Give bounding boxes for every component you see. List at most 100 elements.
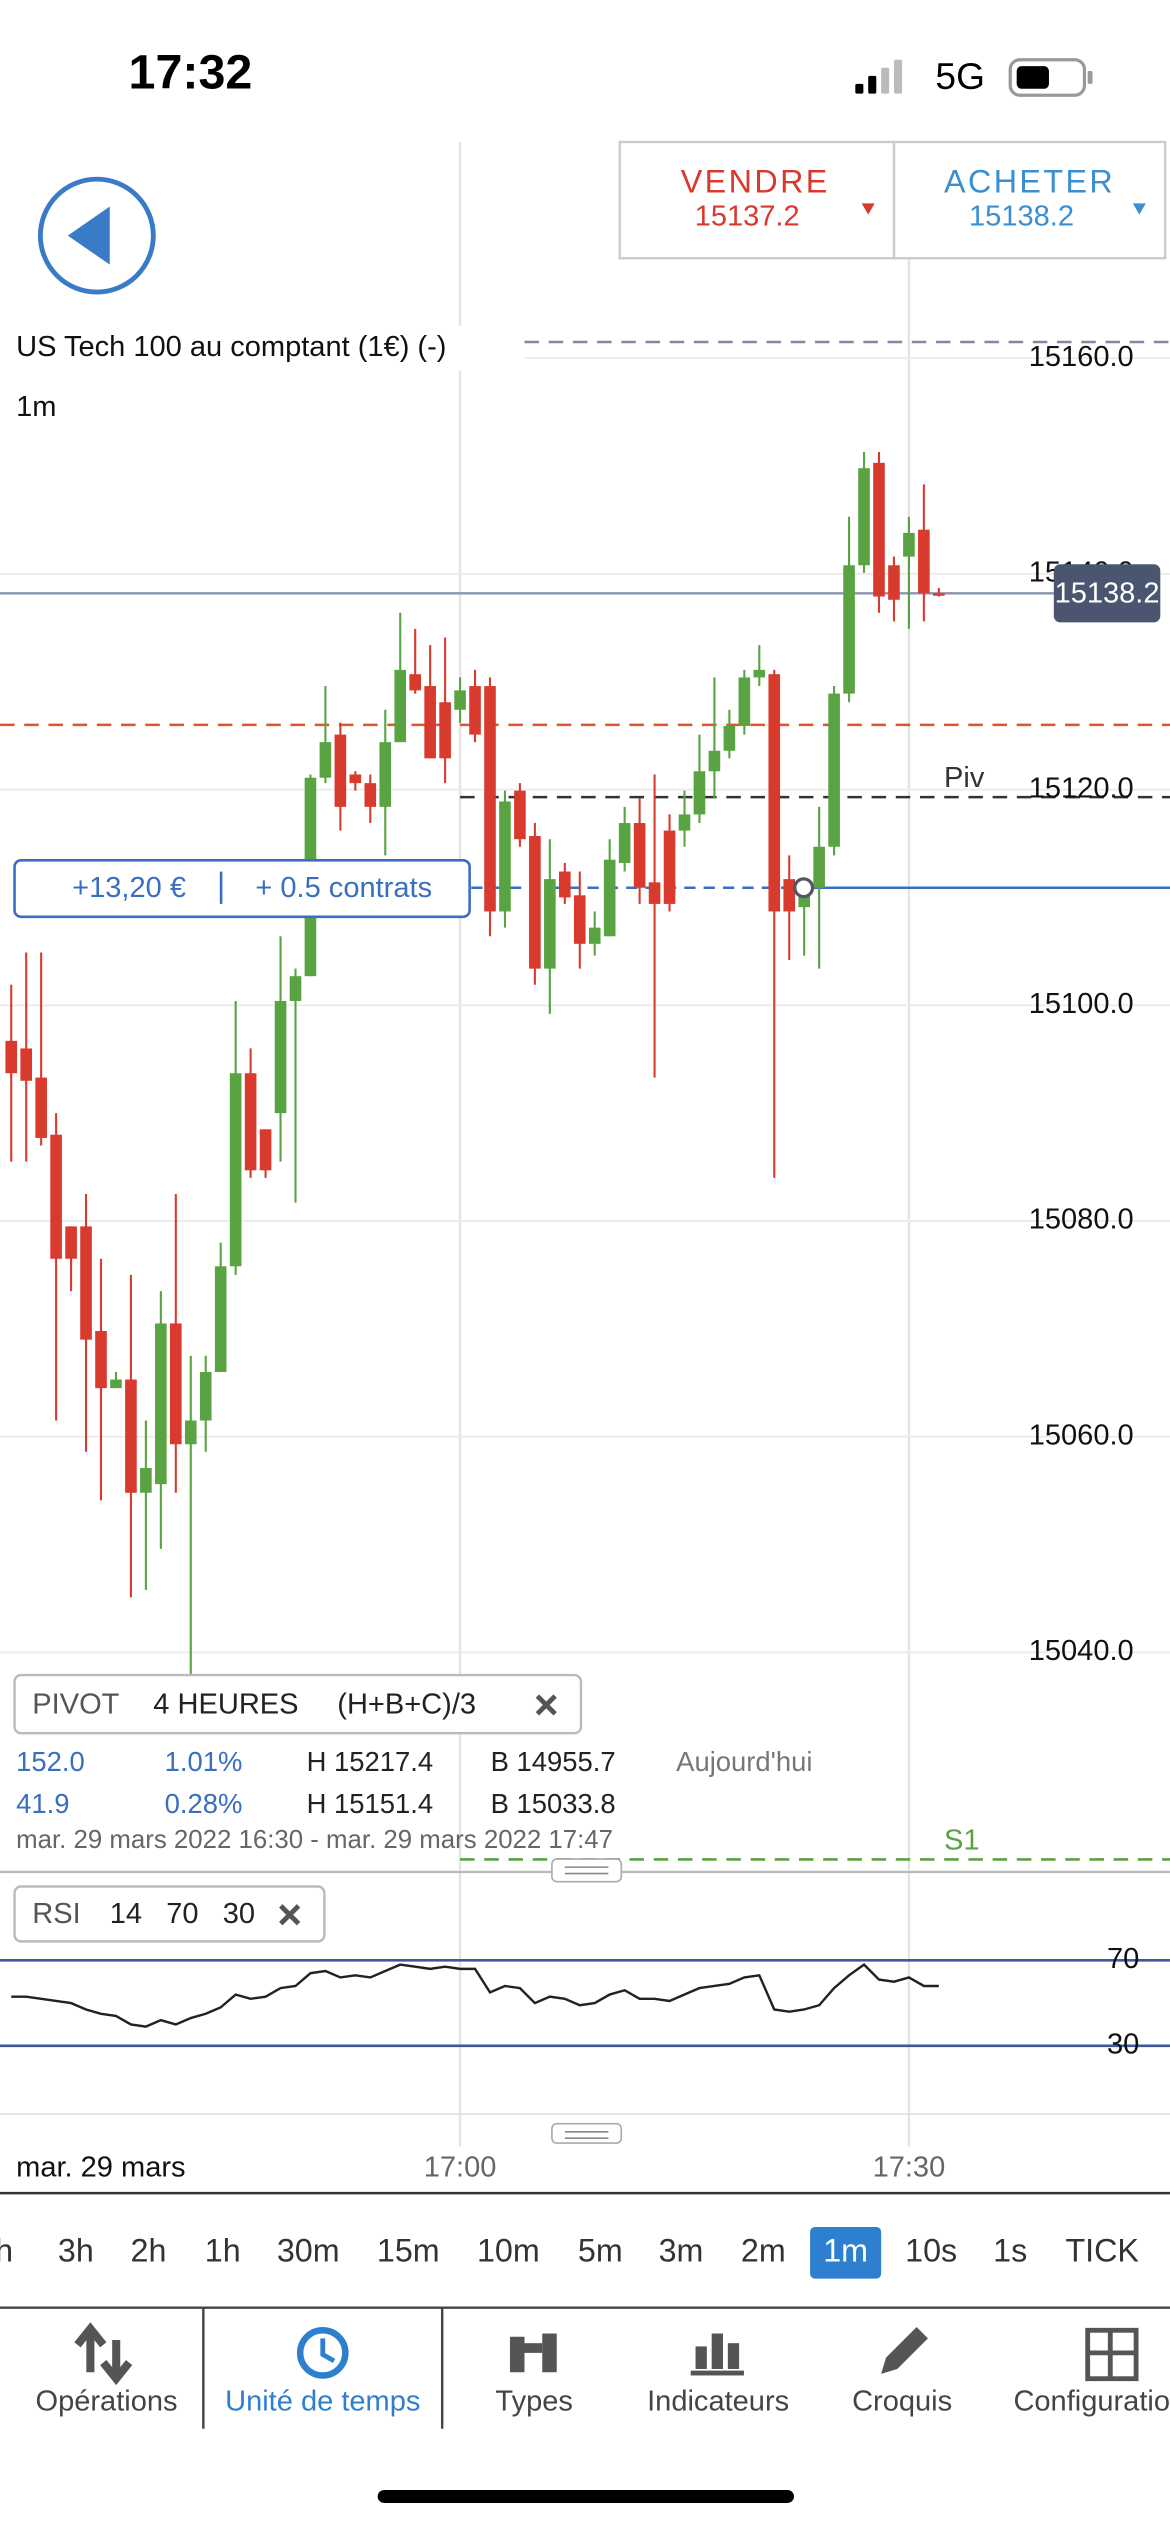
candle-body <box>693 771 706 815</box>
candle-body <box>648 882 661 904</box>
candle-body <box>454 690 466 710</box>
timeframe-label: 1h <box>205 2232 241 2268</box>
close-icon[interactable] <box>535 1694 557 1716</box>
candle-body <box>573 895 586 944</box>
candle-body <box>768 674 781 912</box>
rsi-line <box>11 1963 939 2028</box>
timeframe-option[interactable]: 3m <box>659 2232 704 2268</box>
pivot-legend[interactable]: PIVOT 4 HEURES (H+B+C)/3 <box>13 1673 583 1735</box>
close-icon[interactable] <box>279 1904 301 1926</box>
candle-body <box>319 742 332 778</box>
timeframe-option[interactable]: 1m <box>810 2226 882 2279</box>
candle-body <box>903 532 915 557</box>
timeframe-option[interactable]: 3h <box>58 2232 94 2268</box>
timeframe-option[interactable]: 4h <box>0 2232 13 2268</box>
timeframe-option[interactable]: TICK <box>1065 2232 1139 2268</box>
rsi-period: 14 <box>110 1898 142 1930</box>
tab[interactable]: Indicateurs <box>647 2386 789 2418</box>
tab-label: Croquis <box>852 2386 952 2418</box>
timeframe-label: 10m <box>477 2232 540 2268</box>
timeframe-option[interactable]: 2m <box>741 2232 786 2268</box>
candle-body <box>20 1048 33 1081</box>
tab[interactable]: Unité de temps <box>225 2386 420 2418</box>
candle-body <box>873 462 885 597</box>
resize-handle[interactable] <box>551 1858 623 1883</box>
position-box[interactable]: +13,20 € + 0.5 contrats <box>13 859 471 919</box>
candle-body <box>424 686 436 759</box>
candle-body <box>110 1379 122 1389</box>
tab[interactable]: Croquis <box>852 2386 952 2418</box>
back-button[interactable] <box>37 176 156 295</box>
pivot-stat: 152.0 <box>16 1746 85 1777</box>
candle-body <box>499 801 511 912</box>
timeframe-label: 5m <box>578 2232 623 2268</box>
battery-icon <box>1008 58 1093 97</box>
timeframe-label: 1m <box>823 2232 868 2268</box>
buy-button[interactable]: ACHETER 15138.2 <box>892 140 1167 260</box>
candle-body <box>603 859 616 937</box>
x-date-label: mar. 29 mars <box>16 2152 185 2184</box>
sell-button[interactable]: VENDRE 15137.2 <box>618 140 896 260</box>
timeframe-option[interactable]: 15m <box>377 2232 440 2268</box>
position-marker <box>793 877 815 899</box>
pivot-stat: 1.01% <box>165 1746 243 1777</box>
tab-label: Configuration <box>1013 2386 1170 2418</box>
y-tick-label: 15160.0 <box>1029 341 1134 373</box>
timeframe-selected-bg <box>810 2226 882 2279</box>
levels-layer <box>0 340 1170 1861</box>
timeframe-option[interactable]: 1s <box>993 2232 1027 2268</box>
timeframe-option[interactable]: 2h <box>131 2232 167 2268</box>
candle-body <box>244 1073 257 1171</box>
candle-body <box>813 846 825 888</box>
pivot-stat: B 15033.8 <box>491 1788 616 1819</box>
tab[interactable]: Types <box>495 2386 572 2418</box>
rsi-lower: 30 <box>223 1898 255 1930</box>
timeframe-option[interactable]: 30m <box>277 2232 340 2268</box>
candle-body <box>663 830 676 904</box>
candle-body <box>918 529 930 594</box>
timeframe-option[interactable]: 10m <box>477 2232 540 2268</box>
level-label: Piv <box>944 762 985 794</box>
timeframe-bar: 4h 3h 2h 1h 30m 15m 10m 5m 3m 2m 1m 10s 1s TICK <box>0 2226 1139 2279</box>
candle-body <box>229 1073 242 1267</box>
home-indicator <box>377 2490 794 2503</box>
candle-body <box>618 823 631 863</box>
signal-icon <box>855 59 903 94</box>
tab[interactable]: Configuration <box>1013 2386 1170 2418</box>
pivot-period: 4 HEURES <box>153 1688 298 1720</box>
candle-body <box>588 927 601 944</box>
pivot-stat: 41.9 <box>16 1788 69 1819</box>
candle-body <box>888 565 900 600</box>
sell-label: VENDRE <box>681 164 830 200</box>
timeframe-option[interactable]: 5m <box>578 2232 623 2268</box>
candle-body <box>5 1040 18 1074</box>
timeframe-option[interactable]: 1h <box>205 2232 241 2268</box>
timeframe-label: 15m <box>377 2232 440 2268</box>
timeframe-option[interactable]: 10s <box>905 2232 957 2268</box>
title-bg <box>0 325 525 372</box>
position-pnl: +13,20 € <box>72 872 186 904</box>
candle-body <box>214 1266 227 1372</box>
pivot-stat: 0.28% <box>165 1788 243 1819</box>
status-time: 17:32 <box>129 46 253 100</box>
x-tick-label: 17:00 <box>424 2152 497 2184</box>
rsi-legend[interactable]: RSI 14 70 30 <box>13 1885 326 1943</box>
candle-body <box>723 725 736 751</box>
buy-label: ACHETER <box>944 164 1115 200</box>
candle-body <box>125 1379 137 1493</box>
y-tick-label: 15040.0 <box>1029 1635 1134 1667</box>
timeframe-label: 2m <box>741 2232 786 2268</box>
pivot-stats: 152.0 1.01% H 15217.4 B 14955.7 Aujourd'hui 4… <box>16 1746 812 1819</box>
candle-body <box>514 790 526 840</box>
y-tick-label: 15100.0 <box>1029 988 1134 1020</box>
candle-body <box>394 669 407 743</box>
tab[interactable]: Opérations <box>36 2386 178 2418</box>
candle-body <box>80 1226 92 1340</box>
candle-body <box>529 835 541 969</box>
resize-handle[interactable] <box>551 2122 623 2144</box>
candle-body <box>259 1129 272 1171</box>
rsi-tick-label: 30 <box>1107 2029 1139 2061</box>
rsi-label: RSI <box>32 1898 80 1930</box>
